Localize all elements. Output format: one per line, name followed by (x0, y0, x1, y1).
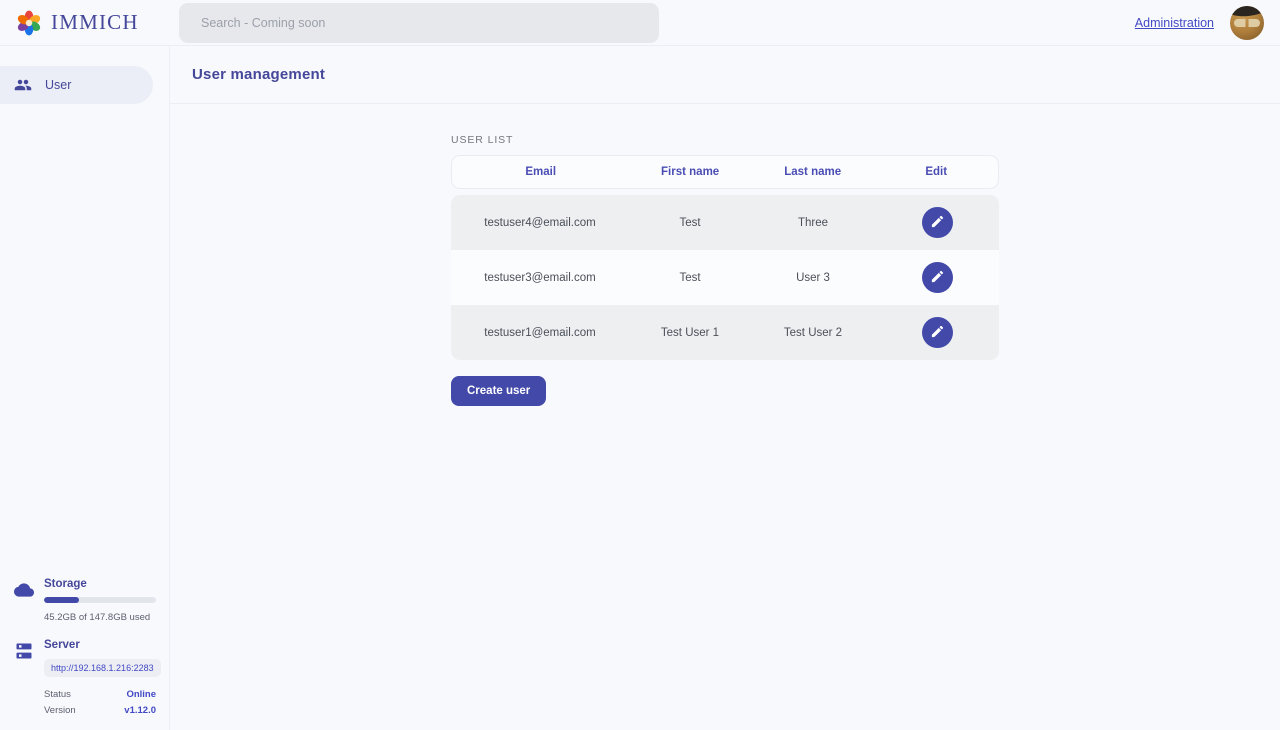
cell-email: testuser1@email.com (484, 326, 596, 339)
page-title: User management (192, 66, 326, 83)
storage-progress-bar (44, 597, 156, 603)
server-status-label: Status (44, 689, 71, 700)
user-list-panel: USER LIST Email First name Last name Edi… (451, 134, 999, 406)
cell-last-name: Test User 2 (783, 326, 843, 339)
main-content: User management USER LIST Email First na… (170, 46, 1280, 730)
edit-user-button[interactable] (921, 262, 953, 293)
storage-title: Storage (44, 578, 87, 590)
avatar[interactable] (1230, 5, 1264, 40)
column-header-email: Email (525, 166, 557, 178)
server-version-value: v1.12.0 (124, 705, 156, 716)
cloud-icon (14, 578, 34, 623)
table-row[interactable]: testuser4@email.com Test Three (451, 195, 999, 250)
create-user-button[interactable]: Create user (451, 376, 547, 406)
server-status-value: Online (126, 689, 156, 700)
user-table-body: testuser4@email.com Test Three testuser3@em… (451, 195, 999, 360)
sidebar-footer: Storage 45.2GB of 147.8GB used Server ht… (0, 562, 170, 716)
server-url-badge[interactable]: http://192.168.1.216:2283 (44, 659, 161, 677)
cell-first-name: Test (679, 216, 701, 229)
server-title: Server (44, 639, 80, 651)
sidebar-item-user[interactable]: User (0, 66, 153, 104)
server-icon (14, 639, 34, 716)
edit-user-button[interactable] (921, 317, 953, 348)
table-row[interactable]: testuser1@email.com Test User 1 Test User … (451, 305, 999, 360)
pencil-icon (930, 214, 945, 232)
sidebar: User Storage 45.2GB of 147.8GB used (0, 46, 170, 730)
column-header-first-name: First name (661, 166, 720, 178)
edit-user-button[interactable] (921, 207, 953, 238)
cell-email: testuser3@email.com (484, 271, 596, 284)
sidebar-item-label: User (45, 78, 72, 92)
administration-link[interactable]: Administration (1134, 15, 1214, 30)
server-version-row: Version v1.12.0 (44, 705, 156, 716)
storage-section: Storage 45.2GB of 147.8GB used (0, 578, 170, 623)
page-header: User management (170, 46, 1280, 104)
cell-edit (875, 317, 999, 348)
column-header-edit: Edit (925, 166, 948, 178)
immich-flower-logo-icon (16, 10, 42, 36)
user-list-label: USER LIST (451, 134, 514, 146)
server-status-row: Status Online (44, 689, 156, 700)
pencil-icon (930, 269, 945, 287)
cell-first-name: Test (679, 271, 701, 284)
storage-usage-text: 45.2GB of 147.8GB used (44, 612, 151, 623)
search-container (179, 2, 659, 43)
cell-edit (875, 207, 999, 238)
cell-last-name: Three (797, 216, 829, 229)
column-header-last-name: Last name (784, 166, 842, 178)
account-group-icon (14, 76, 32, 94)
cell-email: testuser4@email.com (484, 216, 596, 229)
app-header: IMMICH Administration (0, 0, 1280, 46)
brand-name: IMMICH (51, 10, 139, 34)
cell-edit (875, 262, 999, 293)
search-input[interactable] (179, 2, 659, 43)
content-area: USER LIST Email First name Last name Edi… (170, 104, 1280, 406)
table-row[interactable]: testuser3@email.com Test User 3 (451, 250, 999, 305)
server-version-label: Version (44, 705, 76, 716)
server-section: Server http://192.168.1.216:2283 Status … (0, 639, 170, 716)
brand[interactable]: IMMICH (16, 10, 166, 36)
pencil-icon (930, 324, 945, 342)
storage-progress-fill (44, 597, 79, 603)
header-actions: Administration (1134, 5, 1264, 40)
cell-first-name: Test User 1 (660, 326, 720, 339)
user-table-header: Email First name Last name Edit (451, 155, 999, 189)
cell-last-name: User 3 (796, 271, 830, 284)
